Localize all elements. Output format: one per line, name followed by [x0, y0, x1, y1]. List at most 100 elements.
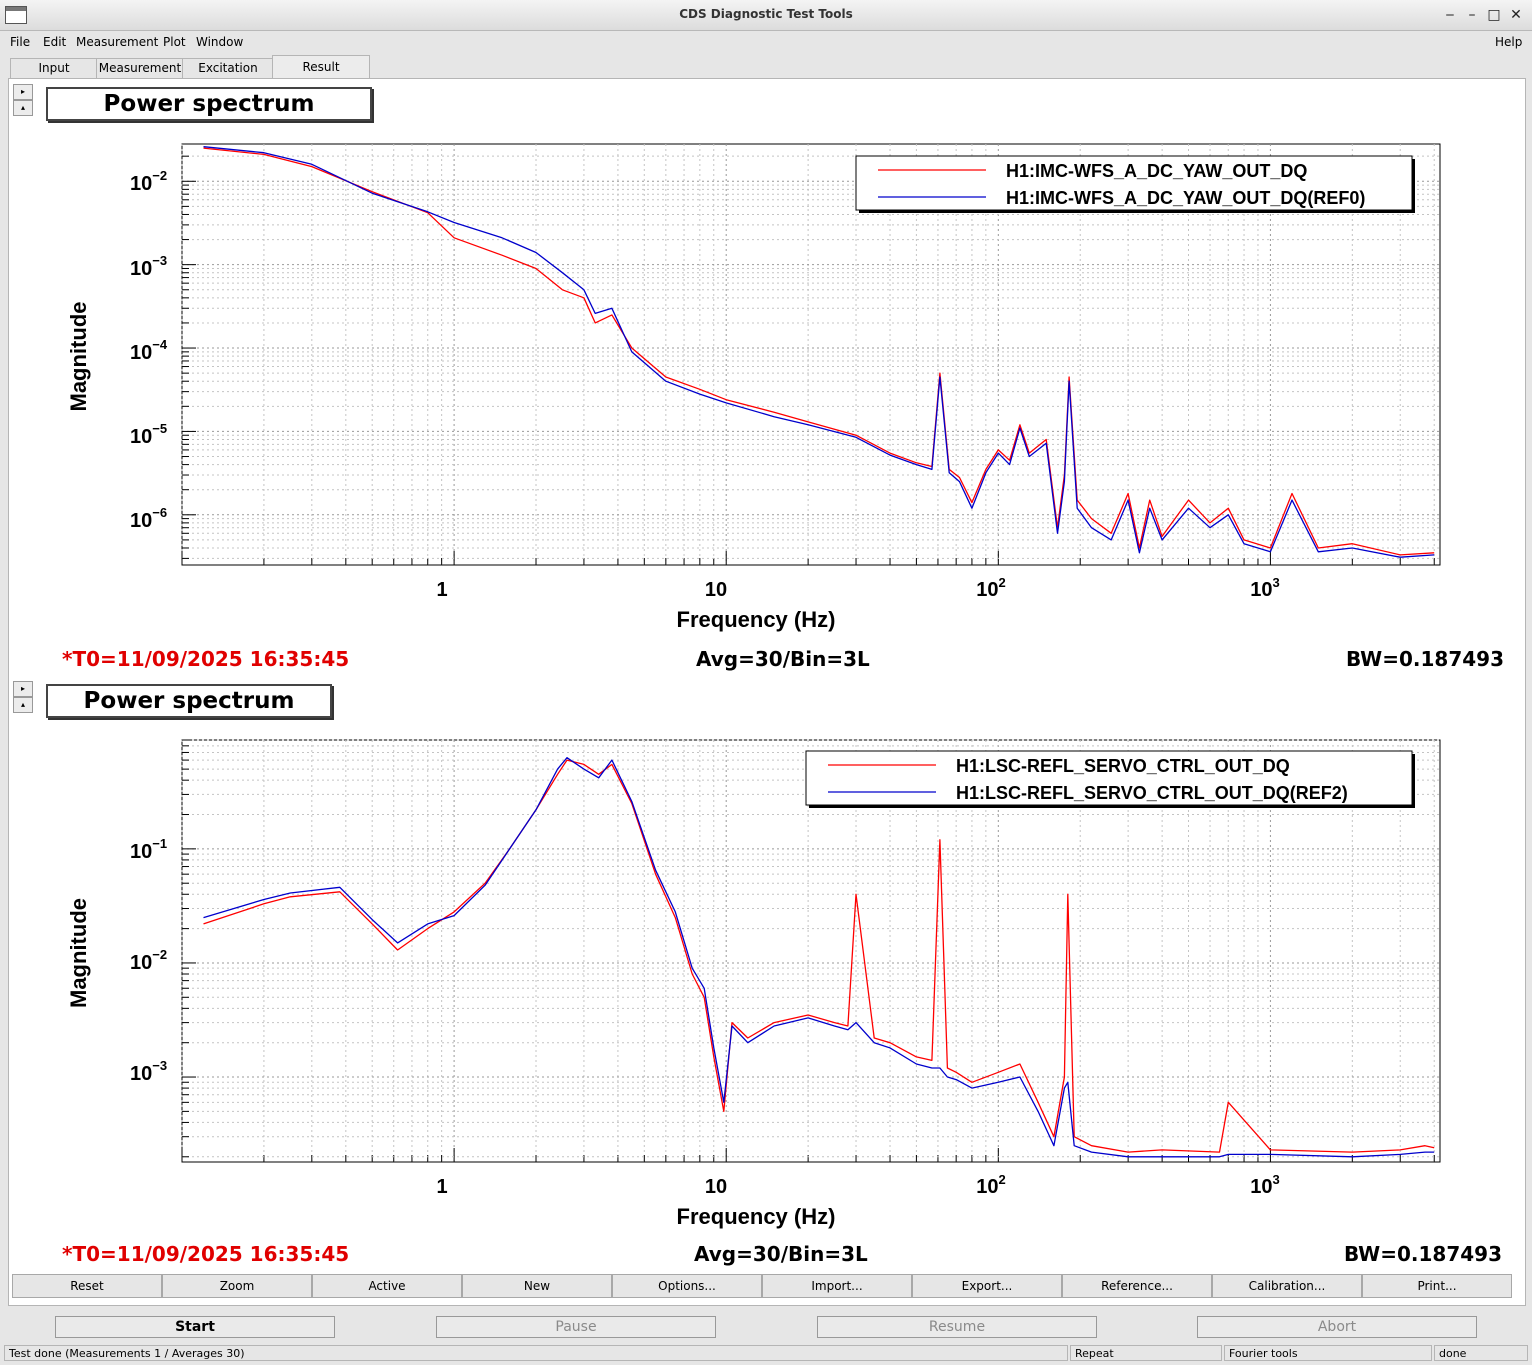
x-tick-exponent: 3 [1273, 1172, 1280, 1187]
y-tick-exponent: −5 [152, 421, 167, 436]
pane1-collapse-button[interactable]: ▴ [13, 100, 33, 116]
legend-label-1: H1:IMC-WFS_A_DC_YAW_OUT_DQ(REF0) [1006, 188, 1365, 208]
legend-label-1: H1:LSC-REFL_SERVO_CTRL_OUT_DQ(REF2) [956, 783, 1348, 803]
y-tick-exponent: −3 [152, 253, 167, 268]
menu-window[interactable]: Window [196, 35, 244, 49]
calibration-button[interactable]: Calibration... [1212, 1274, 1362, 1298]
x-axis-label: Frequency (Hz) [677, 1204, 836, 1229]
x-tick-label: 1 [436, 579, 447, 601]
minimize-icon[interactable]: – [1468, 7, 1476, 23]
pane1-expand-button[interactable]: ▸ [13, 84, 33, 100]
y-tick-exponent: −2 [152, 168, 167, 183]
plot-pane-2[interactable]: 1 10 102 103 10−1 10−2 10−3 Frequency (Hz) Magni… [36, 679, 1518, 1271]
y-tick-label: 10−6 [130, 505, 167, 532]
plot-2-avg: Avg=30/Bin=3L [694, 1242, 868, 1266]
new-button[interactable]: New [462, 1274, 612, 1298]
x-tick-exponent: 2 [999, 1172, 1006, 1187]
plot-1-bw: BW=0.187493 [1346, 647, 1504, 671]
active-button[interactable]: Active [312, 1274, 462, 1298]
x-axis-label: Frequency (Hz) [677, 607, 836, 632]
y-tick-label: 10−1 [130, 836, 167, 863]
plot-1-t0: *T0=11/09/2025 16:35:45 [62, 647, 350, 671]
plot-2-title: Power spectrum [46, 684, 332, 718]
plot-2-canvas[interactable]: 1 10 102 103 10−1 10−2 10−3 Frequency (Hz) Magni… [36, 679, 1518, 1271]
tab-bar: Input Measurement Excitation Result [0, 55, 1532, 79]
plot-pane-1[interactable]: 1 10 102 103 10−2 10−3 10−4 10−5 10−6 Frequency (… [36, 82, 1518, 676]
x-tick-label: 103 [1250, 575, 1279, 601]
plot-1-canvas[interactable]: 1 10 102 103 10−2 10−3 10−4 10−5 10−6 Frequency (… [36, 82, 1518, 676]
status-bar: Test done (Measurements 1 / Averages 30)… [0, 1343, 1532, 1365]
y-tick-label: 10−3 [130, 1058, 167, 1085]
plot-2-bw: BW=0.187493 [1344, 1242, 1502, 1266]
x-tick-label: 10 [705, 579, 727, 601]
menu-help[interactable]: Help [1495, 35, 1523, 49]
series-line-1 [203, 757, 1435, 1158]
y-tick-label: 10−5 [130, 421, 167, 448]
y-tick-label: 10−4 [130, 337, 168, 364]
plot-frame [181, 143, 1441, 566]
options-button[interactable]: Options... [612, 1274, 762, 1298]
tab-result[interactable]: Result [272, 55, 370, 79]
y-tick-exponent: −2 [152, 947, 167, 962]
maximize-icon[interactable]: □ [1487, 7, 1501, 23]
y-tick-label: 10−3 [130, 253, 167, 280]
x-tick-label: 1 [436, 1176, 447, 1198]
window-title: CDS Diagnostic Test Tools [679, 7, 853, 21]
series-line-0 [203, 147, 1435, 556]
y-tick-label: 10−2 [130, 168, 167, 195]
plot-2-t0: *T0=11/09/2025 16:35:45 [62, 1242, 350, 1266]
x-tick-label: 103 [1250, 1172, 1279, 1198]
export-button[interactable]: Export... [912, 1274, 1062, 1298]
legend: H1:LSC-REFL_SERVO_CTRL_OUT_DQ H1:LSC-REFL… [805, 750, 1415, 808]
pane2-collapse-button[interactable]: ▴ [13, 697, 33, 713]
import-button[interactable]: Import... [762, 1274, 912, 1298]
zoom-button[interactable]: Zoom [162, 1274, 312, 1298]
pane2-expand-button[interactable]: ▸ [13, 681, 33, 697]
menu-measurement[interactable]: Measurement [76, 35, 159, 49]
plot-frame [181, 739, 1441, 1163]
plot-1-avg: Avg=30/Bin=3L [696, 647, 870, 671]
y-tick-exponent: −1 [152, 836, 167, 851]
grid [181, 144, 1440, 565]
menu-bar: File Edit Measurement Plot Window Help [0, 31, 1532, 53]
y-axis-label: Magnitude [66, 302, 91, 412]
tab-input[interactable]: Input [10, 58, 98, 78]
x-tick-label: 10 [705, 1176, 727, 1198]
resume-button[interactable]: Resume [817, 1316, 1097, 1338]
plot-1-title: Power spectrum [46, 87, 372, 121]
plot-button-bar: Reset Zoom Active New Options... Import.… [12, 1274, 1512, 1298]
x-tick-label: 102 [976, 575, 1005, 601]
start-button[interactable]: Start [55, 1316, 335, 1338]
grid [181, 739, 1440, 1162]
status-message: Test done (Measurements 1 / Averages 30) [4, 1345, 1068, 1361]
legend-label-0: H1:IMC-WFS_A_DC_YAW_OUT_DQ [1006, 161, 1307, 181]
reference-button[interactable]: Reference... [1062, 1274, 1212, 1298]
x-tick-label: 102 [976, 1172, 1005, 1198]
close-icon[interactable]: ✕ [1510, 7, 1522, 23]
x-tick-exponent: 2 [999, 575, 1006, 590]
status-state: done [1434, 1345, 1528, 1361]
abort-button[interactable]: Abort [1197, 1316, 1477, 1338]
menu-edit[interactable]: Edit [43, 35, 67, 49]
legend: H1:IMC-WFS_A_DC_YAW_OUT_DQ H1:IMC-WFS_A_D… [855, 155, 1415, 213]
tab-excitation[interactable]: Excitation [182, 58, 274, 78]
menu-plot[interactable]: Plot [163, 35, 186, 49]
shade-icon[interactable]: ‒ [1445, 7, 1455, 23]
series-line-1 [203, 146, 1435, 558]
window-titlebar: CDS Diagnostic Test Tools ‒ – □ ✕ [0, 0, 1532, 31]
y-tick-exponent: −4 [152, 337, 168, 352]
pause-button[interactable]: Pause [436, 1316, 716, 1338]
y-tick-exponent: −6 [152, 505, 167, 520]
print-button[interactable]: Print... [1362, 1274, 1512, 1298]
reset-button[interactable]: Reset [12, 1274, 162, 1298]
y-axis-label: Magnitude [66, 898, 91, 1008]
y-tick-exponent: −3 [152, 1058, 167, 1073]
x-tick-exponent: 3 [1273, 575, 1280, 590]
status-tool: Fourier tools [1224, 1345, 1432, 1361]
y-tick-label: 10−2 [130, 947, 167, 974]
legend-label-0: H1:LSC-REFL_SERVO_CTRL_OUT_DQ [956, 756, 1290, 776]
status-mode: Repeat [1070, 1345, 1222, 1361]
window-icon[interactable] [5, 6, 27, 24]
menu-file[interactable]: File [10, 35, 31, 49]
tab-measurement[interactable]: Measurement [96, 58, 184, 78]
